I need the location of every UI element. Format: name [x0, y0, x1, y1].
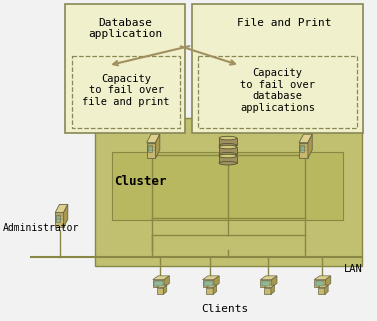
- Polygon shape: [264, 285, 274, 288]
- Text: Clients: Clients: [201, 304, 248, 314]
- Polygon shape: [156, 285, 167, 288]
- Text: File and Print: File and Print: [238, 18, 332, 28]
- Ellipse shape: [219, 145, 237, 149]
- Polygon shape: [213, 285, 216, 294]
- Ellipse shape: [219, 136, 237, 140]
- Polygon shape: [156, 288, 163, 294]
- Text: Administrator: Administrator: [3, 223, 79, 233]
- Polygon shape: [261, 280, 272, 287]
- Polygon shape: [308, 134, 312, 158]
- Polygon shape: [148, 145, 152, 152]
- Polygon shape: [202, 276, 219, 280]
- FancyBboxPatch shape: [66, 4, 185, 133]
- Polygon shape: [325, 276, 331, 287]
- Polygon shape: [219, 147, 237, 154]
- Polygon shape: [153, 280, 164, 287]
- Polygon shape: [272, 276, 277, 287]
- Polygon shape: [56, 215, 60, 222]
- Polygon shape: [206, 285, 216, 288]
- Ellipse shape: [219, 154, 237, 158]
- FancyBboxPatch shape: [112, 152, 343, 220]
- Polygon shape: [318, 285, 328, 288]
- Polygon shape: [154, 281, 163, 286]
- Polygon shape: [318, 288, 325, 294]
- Polygon shape: [314, 276, 331, 280]
- FancyBboxPatch shape: [72, 56, 180, 128]
- Polygon shape: [64, 204, 68, 227]
- Text: Capacity
to fail over
database
applications: Capacity to fail over database applicati…: [240, 68, 315, 113]
- Polygon shape: [55, 204, 68, 213]
- Polygon shape: [300, 145, 304, 152]
- Polygon shape: [163, 285, 167, 294]
- Polygon shape: [204, 281, 213, 286]
- FancyBboxPatch shape: [192, 4, 363, 133]
- Ellipse shape: [219, 143, 237, 147]
- Polygon shape: [271, 285, 274, 294]
- Polygon shape: [147, 143, 155, 158]
- Polygon shape: [55, 213, 64, 227]
- FancyBboxPatch shape: [198, 56, 357, 128]
- Polygon shape: [261, 276, 277, 280]
- Text: Database
application: Database application: [88, 18, 162, 39]
- Ellipse shape: [219, 152, 237, 156]
- Ellipse shape: [219, 161, 237, 165]
- Polygon shape: [314, 280, 325, 287]
- Polygon shape: [202, 280, 214, 287]
- Text: Cluster: Cluster: [114, 175, 166, 188]
- Polygon shape: [262, 281, 270, 286]
- Polygon shape: [155, 134, 160, 158]
- Text: LAN: LAN: [343, 264, 362, 273]
- FancyBboxPatch shape: [95, 118, 362, 265]
- Polygon shape: [214, 276, 219, 287]
- Polygon shape: [264, 288, 271, 294]
- Polygon shape: [316, 281, 324, 286]
- Polygon shape: [219, 138, 237, 145]
- Text: Capacity
to fail over
file and print: Capacity to fail over file and print: [83, 74, 170, 107]
- Polygon shape: [147, 134, 160, 143]
- Polygon shape: [219, 156, 237, 163]
- Polygon shape: [299, 143, 308, 158]
- Polygon shape: [299, 134, 312, 143]
- Polygon shape: [153, 276, 169, 280]
- Polygon shape: [325, 285, 328, 294]
- Polygon shape: [206, 288, 213, 294]
- Polygon shape: [164, 276, 169, 287]
